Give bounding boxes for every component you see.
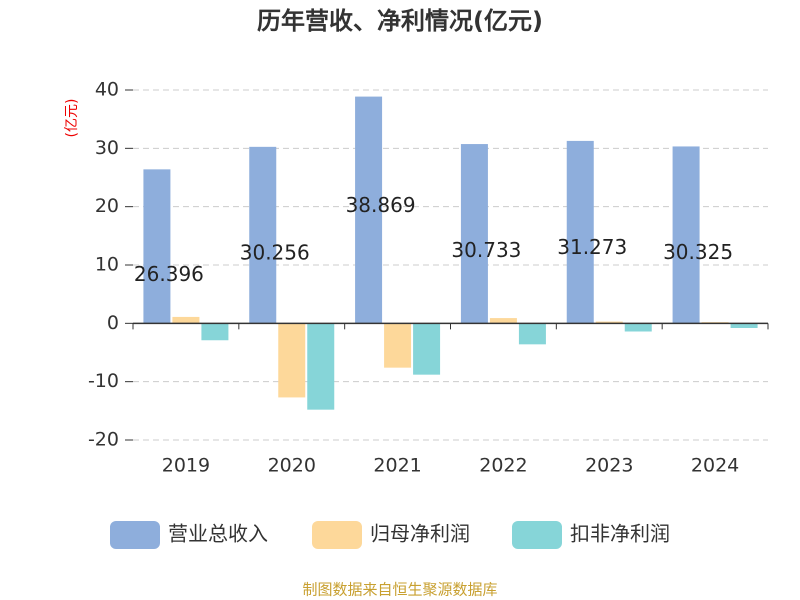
bar <box>278 323 306 398</box>
bar <box>307 323 335 410</box>
x-tick-label: 2023 <box>585 455 633 477</box>
legend-label: 扣非净利润 <box>570 522 670 546</box>
bar <box>489 318 517 324</box>
bar <box>355 96 383 324</box>
legend-label: 归母净利润 <box>370 522 470 546</box>
x-tick-label: 2019 <box>162 455 210 477</box>
y-tick-label: 40 <box>95 79 119 101</box>
x-tick-label: 2020 <box>268 455 316 477</box>
bar <box>384 323 412 368</box>
legend-label: 营业总收入 <box>168 522 268 546</box>
y-tick-label: 20 <box>95 195 119 217</box>
y-tick-label: 0 <box>107 312 119 334</box>
bar <box>595 321 623 324</box>
bar <box>201 323 229 341</box>
y-tick-label: -20 <box>88 429 119 451</box>
bar <box>730 323 758 328</box>
legend-swatch <box>110 521 160 549</box>
y-tick-label: -10 <box>88 370 119 392</box>
x-tick-label: 2024 <box>691 455 739 477</box>
data-label: 31.273 <box>557 235 627 259</box>
chart-title: 历年营收、净利情况(亿元) <box>257 7 543 35</box>
data-label: 26.396 <box>134 262 204 286</box>
data-label: 30.325 <box>663 240 733 264</box>
legend-swatch <box>312 521 362 549</box>
bar <box>249 146 277 324</box>
bar <box>413 323 441 375</box>
y-tick-label: 30 <box>95 137 119 159</box>
y-axis-label: (亿元) <box>64 99 80 138</box>
x-tick-label: 2022 <box>479 455 527 477</box>
x-tick-label: 2021 <box>373 455 421 477</box>
bar <box>518 323 546 345</box>
data-label: 30.256 <box>240 241 310 265</box>
bar <box>624 323 652 332</box>
data-label: 30.733 <box>451 238 521 262</box>
source-note: 制图数据来自恒生聚源数据库 <box>302 581 497 599</box>
legend-swatch <box>512 521 562 549</box>
y-tick-label: 10 <box>95 254 119 276</box>
bar <box>172 316 200 324</box>
bar <box>566 140 594 324</box>
bar <box>460 144 488 324</box>
bar <box>672 146 700 324</box>
data-label: 38.869 <box>346 193 416 217</box>
bar <box>143 169 171 324</box>
